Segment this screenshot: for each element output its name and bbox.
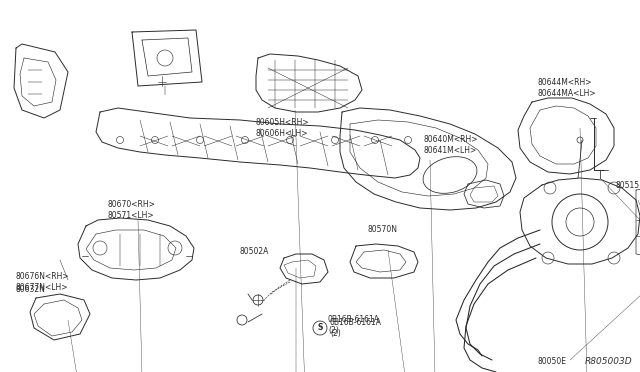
Text: 0B16B-6161A
(2): 0B16B-6161A (2) (330, 318, 382, 338)
Text: S: S (317, 324, 323, 333)
Text: R805003D: R805003D (584, 357, 632, 366)
Text: 80640M<RH>
80641M<LH>: 80640M<RH> 80641M<LH> (424, 135, 479, 155)
Text: 80632N: 80632N (15, 285, 45, 295)
Text: 80515: 80515 (616, 180, 640, 189)
Text: 0B16B-6161A
(2): 0B16B-6161A (2) (328, 315, 380, 335)
Text: 80050E: 80050E (538, 357, 567, 366)
Text: 80502A: 80502A (240, 247, 269, 257)
Text: 80605H<RH>
80606H<LH>: 80605H<RH> 80606H<LH> (256, 118, 310, 138)
Text: 80676N<RH>
80677N<LH>: 80676N<RH> 80677N<LH> (15, 272, 68, 292)
Text: 80644M<RH>
80644MA<LH>: 80644M<RH> 80644MA<LH> (538, 78, 596, 98)
Text: 80570N: 80570N (368, 225, 398, 234)
Text: 80670<RH>
80571<LH>: 80670<RH> 80571<LH> (107, 200, 155, 220)
